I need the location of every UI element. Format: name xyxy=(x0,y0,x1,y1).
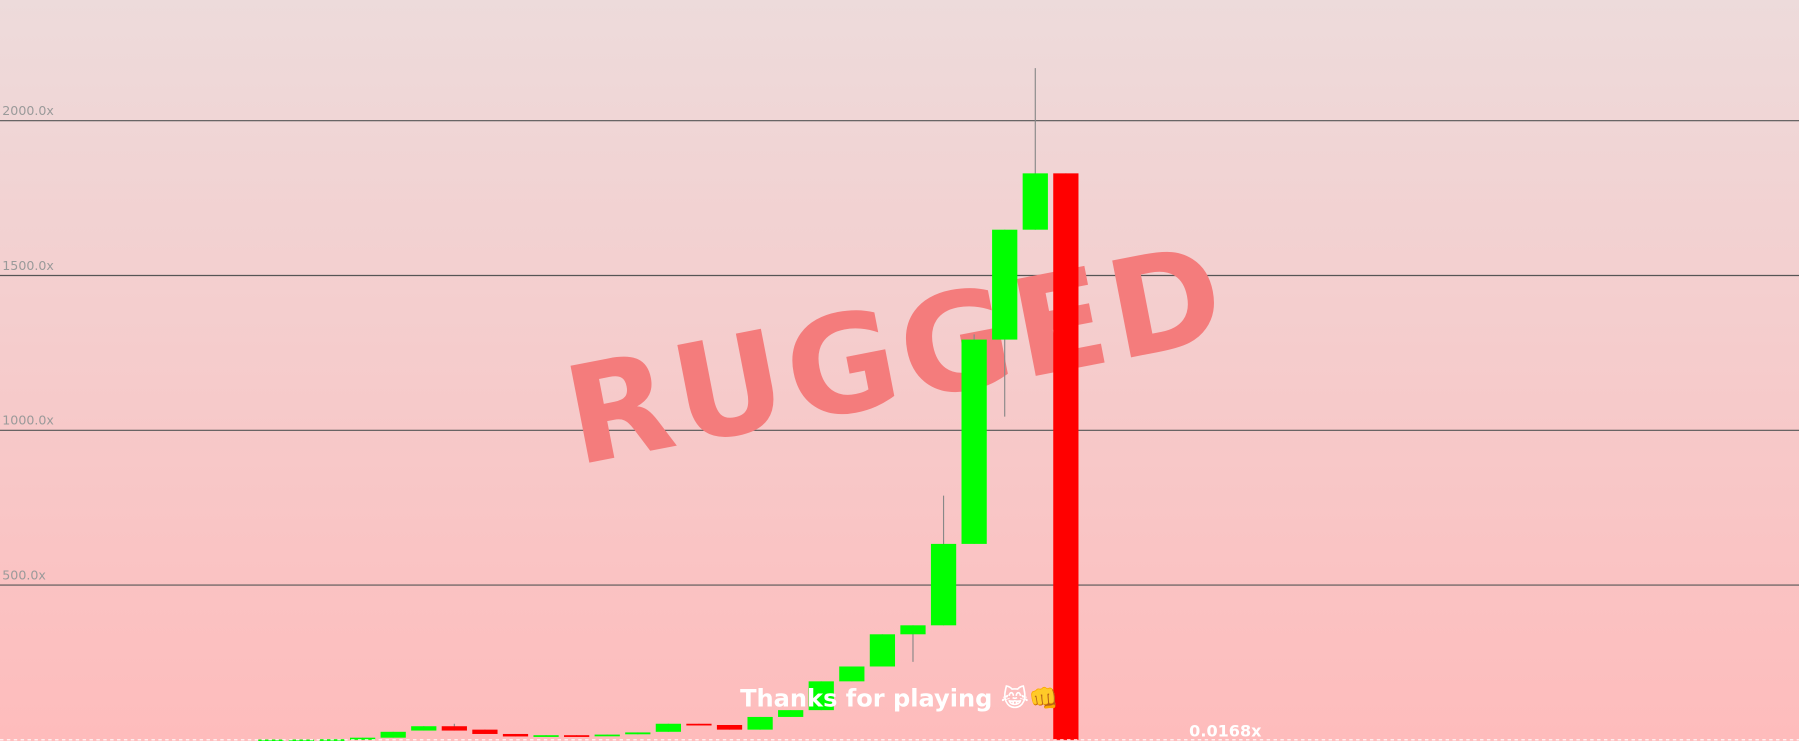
candle-body xyxy=(930,543,957,626)
candle-body xyxy=(288,739,315,741)
candle-body xyxy=(349,737,376,740)
thanks-message: Thanks for playing 😹👊 xyxy=(740,685,1059,713)
current-multiplier: 0.0168x xyxy=(1189,721,1262,740)
candle-body xyxy=(1053,173,1079,740)
candle-body xyxy=(992,229,1018,340)
candle-body xyxy=(441,726,467,731)
candle-body xyxy=(564,735,590,737)
candle-body xyxy=(411,726,437,731)
candle-body xyxy=(839,666,865,682)
candle-body xyxy=(594,734,620,737)
candle-body xyxy=(686,723,712,726)
y-tick-label: 500.0x xyxy=(2,567,46,582)
candle-body xyxy=(716,724,743,730)
candle-body xyxy=(380,731,406,738)
candle-body xyxy=(869,634,896,667)
candle-body xyxy=(900,625,926,635)
candle-body xyxy=(625,732,651,735)
candle-body xyxy=(502,733,529,737)
y-tick-label: 1000.0x xyxy=(2,413,54,428)
candles xyxy=(258,68,1079,741)
candle-body xyxy=(778,710,804,717)
candle-body xyxy=(747,716,773,730)
candle-body xyxy=(808,681,834,711)
candle-body xyxy=(533,735,559,737)
y-tick-label: 2000.0x xyxy=(2,103,54,118)
candle-body xyxy=(1022,173,1048,230)
candle-body xyxy=(472,729,498,734)
candle-body xyxy=(961,339,987,544)
y-tick-label: 1500.0x xyxy=(2,258,54,273)
grid: 500.0x 1000.0x 1500.0x 2000.0x xyxy=(0,103,1799,586)
candle-body xyxy=(655,723,681,732)
